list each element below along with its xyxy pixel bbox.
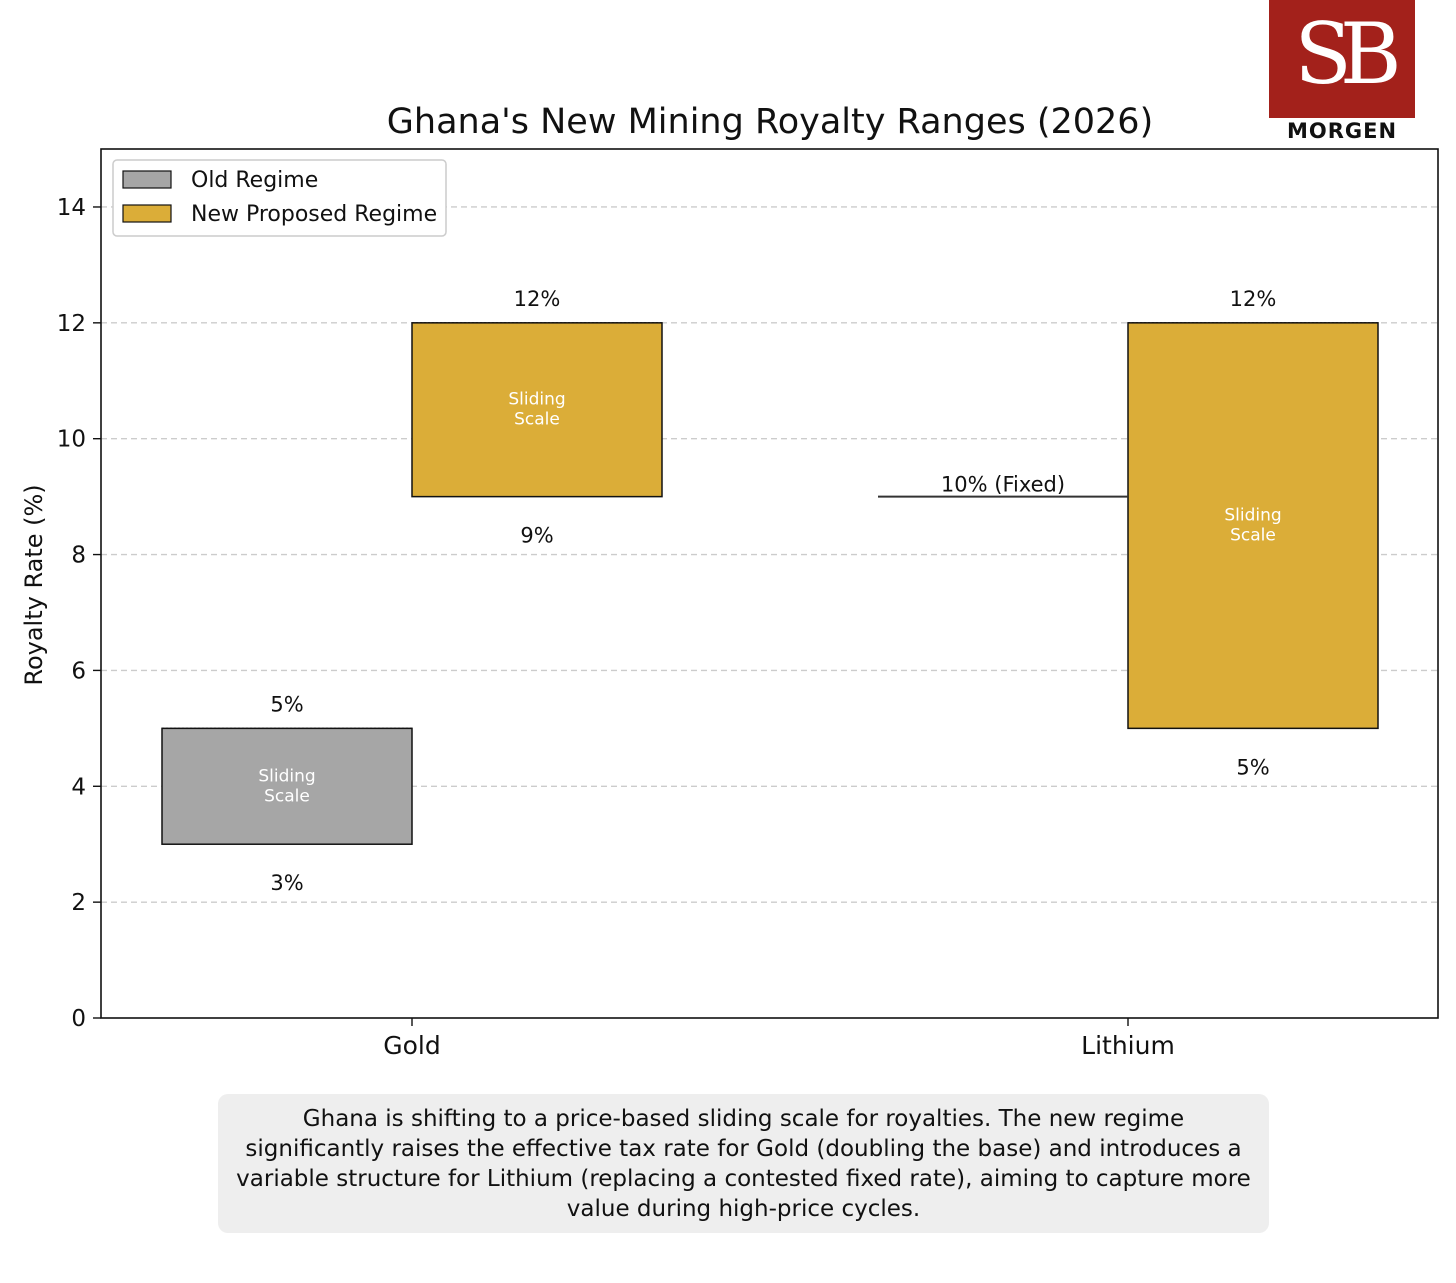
x-tick-label-lithium: Lithium [1081,1031,1175,1060]
bar-high-label-lithium-new-proposed-regime: 12% [1230,287,1277,311]
bar-inner-label-line2-lithium-new-proposed-regime: Scale [1230,526,1276,546]
y-axis-label: Royalty Rate (%) [20,484,48,685]
logo-mark: SB [1294,5,1401,103]
bar-low-label-gold-old-regime: 3% [270,871,303,895]
y-axis-ticks: 0 2 4 6 8 10 12 14 [57,195,101,1032]
caption-box: Ghana is shifting to a price-based slidi… [218,1094,1269,1233]
x-axis-categories: Gold Lithium [383,1018,1175,1060]
legend-swatch-new-regime [122,204,172,223]
legend-frame [112,159,447,237]
bar-inner-label-line2-gold-old-regime: Scale [264,786,310,806]
legend-swatch-old-regime [122,170,172,189]
fixed-markers: 10% (Fixed) [878,473,1128,498]
bar-high-label-gold-new-proposed-regime: 12% [514,287,561,311]
y-tick-label: 0 [71,1006,86,1032]
x-tick-label-gold: Gold [383,1031,440,1060]
bar-inner-label-line2-gold-new-proposed-regime: Scale [514,410,560,430]
legend-label-old-regime: Old Regime [191,168,318,193]
chart-title: Ghana's New Mining Royalty Ranges (2026) [387,102,1153,142]
y-tick-label: 14 [57,195,86,221]
bars: 5%3%SlidingScale12%9%SlidingScale12%5%Sl… [161,287,1379,895]
brand-logo: SB MORGEN [1269,0,1415,144]
bar-low-label-lithium-new-proposed-regime: 5% [1236,755,1269,779]
y-tick-label: 10 [57,427,86,453]
bar-lithium-new-proposed-regime [1127,322,1379,730]
legend: Old Regime New Proposed Regime [112,159,447,237]
bar-high-label-gold-old-regime: 5% [270,692,303,716]
fixed-rate-label-lithium: 10% (Fixed) [941,473,1065,497]
logo-wordmark: MORGEN [1269,118,1415,144]
bar-gold-new-proposed-regime [411,322,663,498]
bar-inner-label-line1-lithium-new-proposed-regime: Sliding [1224,506,1281,526]
y-tick-label: 4 [71,774,86,800]
plot-frame [100,148,1439,1019]
bar-inner-label-line1-gold-old-regime: Sliding [258,766,315,786]
y-tick-label: 8 [71,543,86,569]
bar-low-label-gold-new-proposed-regime: 9% [520,524,553,548]
legend-label-new-regime: New Proposed Regime [191,202,437,227]
bar-gold-old-regime [161,727,413,845]
y-tick-label: 6 [71,658,86,684]
y-tick-label: 2 [71,890,86,916]
bar-inner-label-line1-gold-new-proposed-regime: Sliding [508,390,565,410]
caption-text: Ghana is shifting to a price-based slidi… [236,1105,1251,1222]
y-tick-label: 12 [57,311,86,337]
